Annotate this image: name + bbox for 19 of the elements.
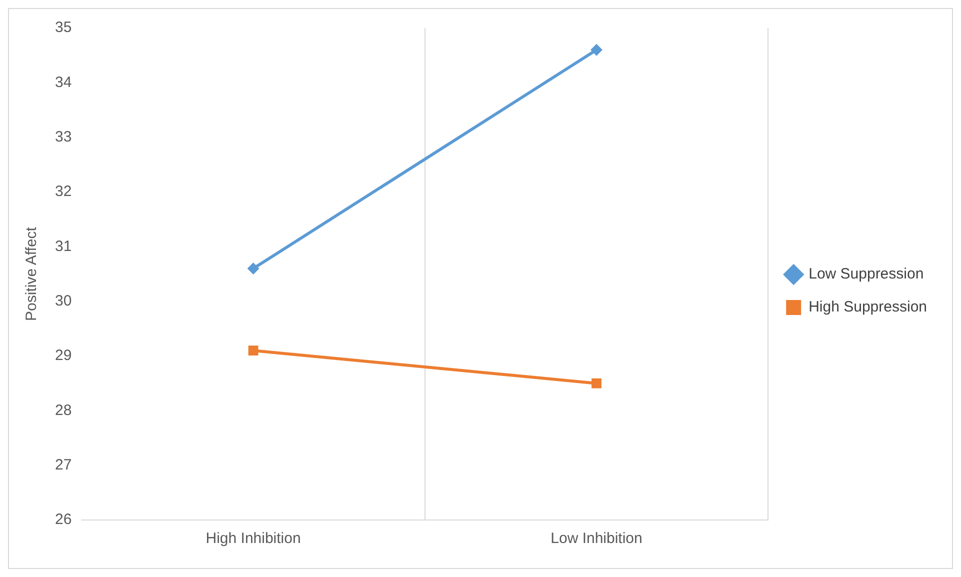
y-tick-label: 31 [54, 238, 72, 255]
point [592, 378, 602, 388]
x-tick-label: High Inhibition [206, 530, 301, 548]
y-tick-label: 33 [54, 128, 72, 146]
y-tick-label: 35 [54, 19, 72, 36]
y-tick-label: 29 [54, 347, 72, 364]
y-tick-label: 30 [54, 292, 72, 310]
y-axis-title: Positive Affect [23, 226, 40, 321]
legend-label: High Suppression [808, 298, 928, 316]
y-tick-label: 32 [54, 183, 72, 200]
y-tick-label: 27 [54, 456, 72, 474]
legend-label: Low Suppression [808, 266, 924, 283]
y-tick-label: 28 [54, 402, 72, 419]
point [248, 346, 258, 356]
point [247, 262, 260, 275]
y-tick-label: 34 [54, 74, 72, 91]
y-tick-label: 26 [54, 511, 72, 528]
x-tick-label: Low Inhibition [550, 530, 642, 548]
point [590, 44, 602, 56]
